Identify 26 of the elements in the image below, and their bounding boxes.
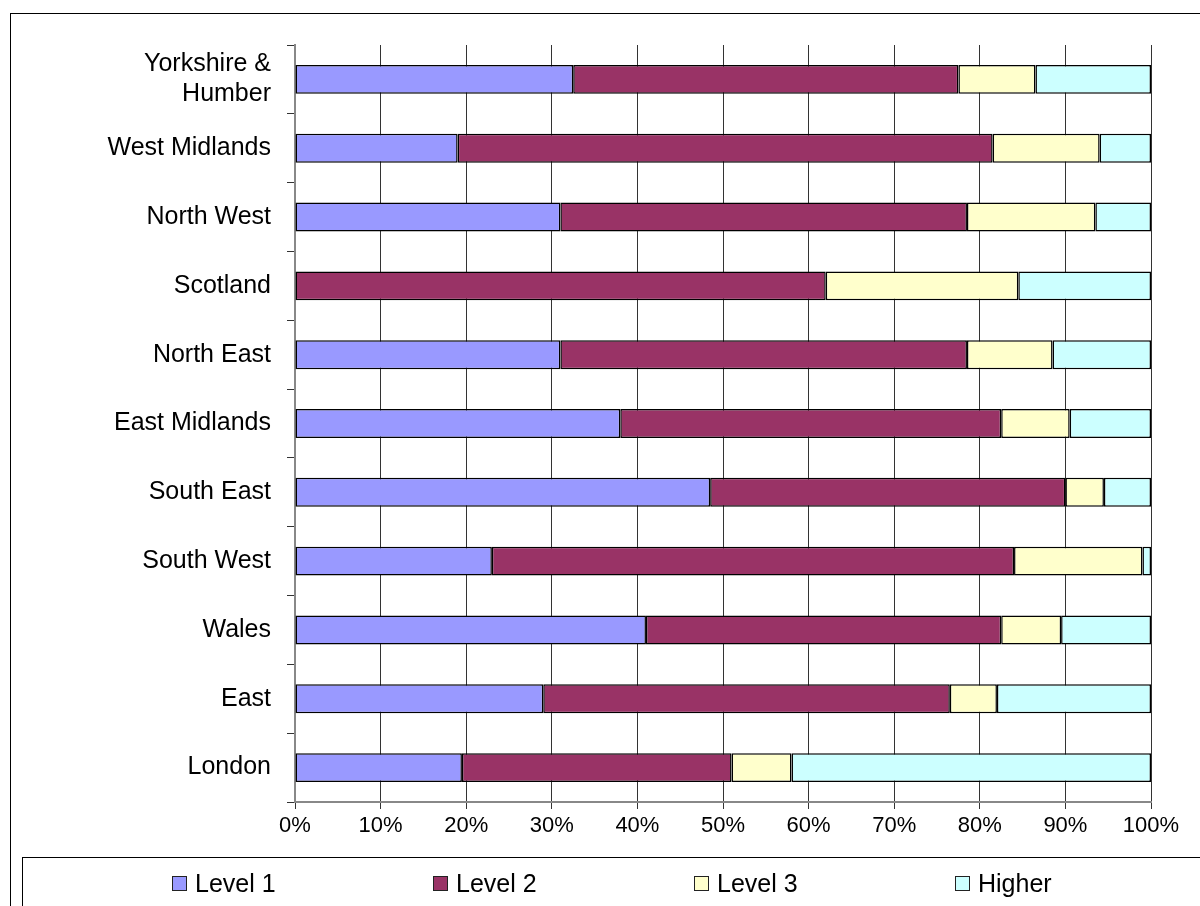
y-tick-label: East Midlands: [113, 407, 271, 436]
legend-label: Level 1: [195, 869, 276, 897]
x-tick-label: 80%: [957, 812, 1002, 838]
legend-label: Level 3: [717, 869, 798, 897]
x-tick-label: 100%: [1122, 812, 1180, 838]
x-tick-label: 90%: [1043, 812, 1088, 838]
y-tick-label: Yorkshire & Humber: [144, 48, 272, 107]
x-tick-label: 30%: [529, 812, 574, 838]
x-tick-label: 0%: [279, 812, 311, 838]
y-tick-label: West Midlands: [107, 132, 271, 161]
legend-label: Higher: [978, 869, 1052, 897]
y-tick-label: South West: [142, 545, 272, 574]
y-tick-label: North East: [152, 338, 272, 367]
x-tick-label: 40%: [615, 812, 660, 838]
x-tick-label: 10%: [358, 812, 403, 838]
y-tick-label: Scotland: [173, 269, 271, 298]
x-tick-label: 60%: [786, 812, 831, 838]
x-tick-label: 70%: [872, 812, 917, 838]
legend-label: Level 2: [456, 869, 537, 897]
x-tick-label: 50%: [700, 812, 746, 838]
y-tick-label: London: [187, 751, 271, 780]
y-tick-label: Wales: [202, 613, 271, 642]
y-tick-label: East: [220, 682, 272, 711]
y-tick-label: North West: [146, 200, 272, 229]
y-tick-label: South East: [148, 476, 272, 505]
x-tick-label: 20%: [444, 812, 489, 838]
